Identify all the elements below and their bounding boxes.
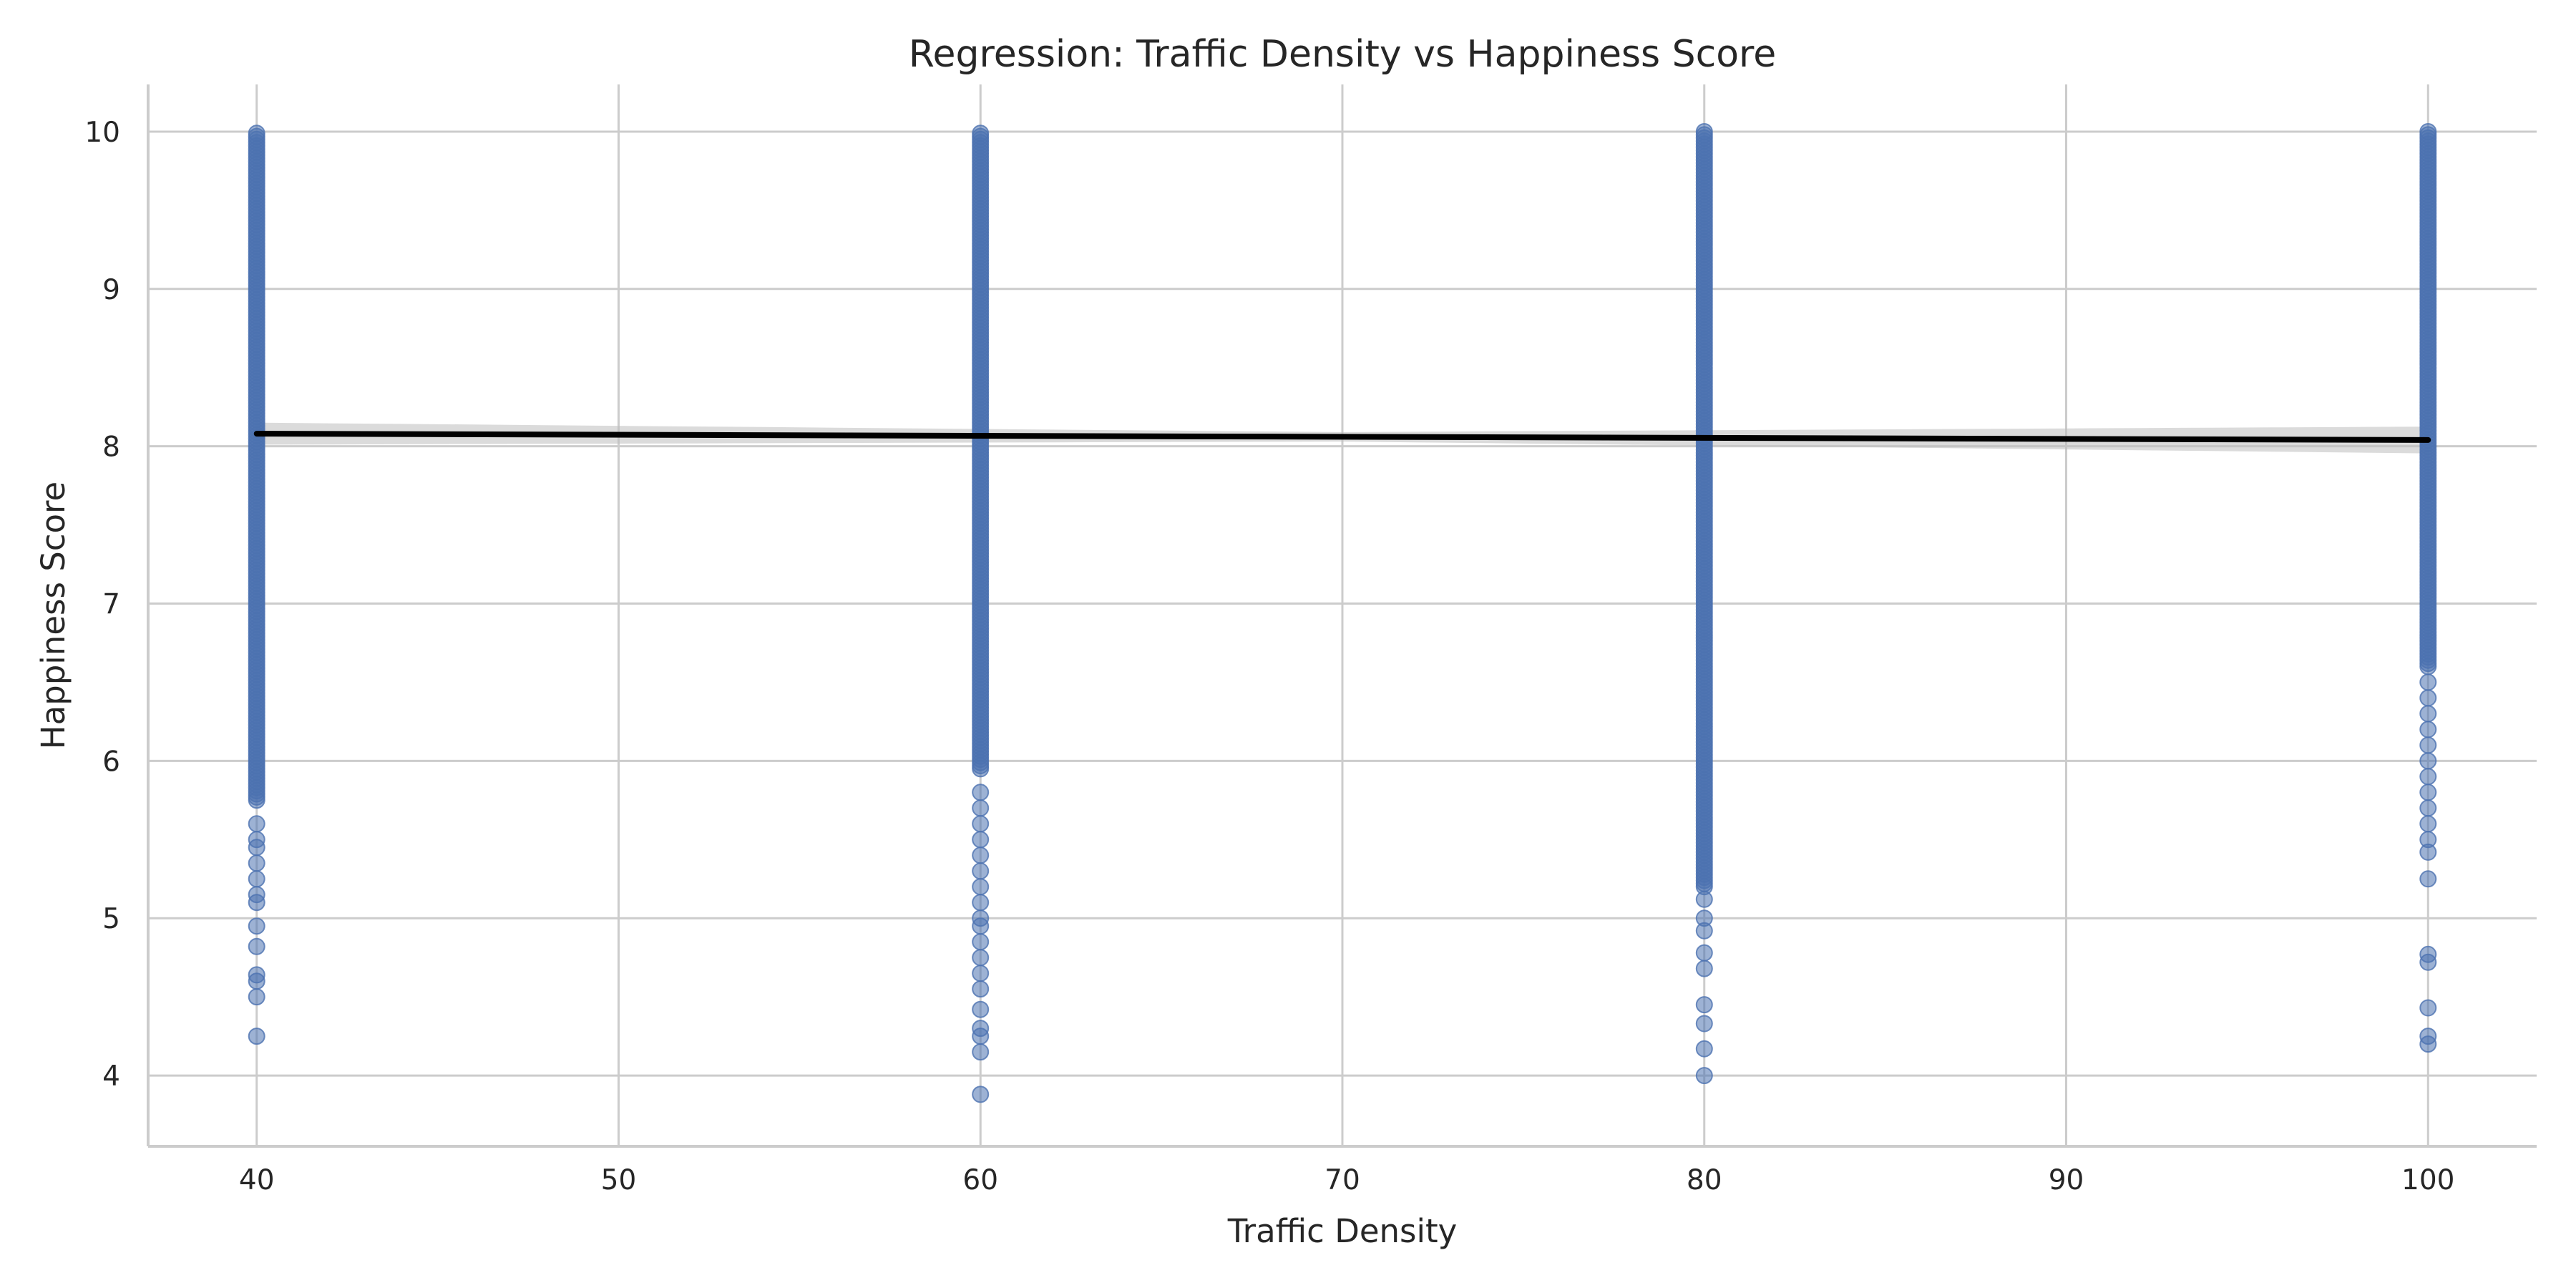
y-tick-label: 4 bbox=[102, 1060, 120, 1093]
scatter-point bbox=[972, 917, 990, 935]
x-tick-label: 80 bbox=[1687, 1164, 1722, 1196]
scatter-point bbox=[2419, 768, 2437, 786]
scatter-point bbox=[248, 854, 265, 872]
y-tick-label: 5 bbox=[102, 903, 120, 935]
y-tick-label: 8 bbox=[102, 431, 120, 464]
regression-line bbox=[253, 431, 2431, 443]
y-tick-label: 9 bbox=[102, 274, 120, 306]
scatter-point bbox=[248, 972, 265, 990]
scatter-point bbox=[1695, 1015, 1713, 1033]
grid-lines bbox=[148, 84, 2537, 1146]
scatter-point bbox=[2419, 1035, 2437, 1053]
axis-spines bbox=[147, 84, 2537, 1148]
scatter-point bbox=[972, 878, 990, 896]
scatter-point bbox=[972, 894, 990, 912]
x-tick-label: 50 bbox=[601, 1164, 637, 1196]
scatter-point bbox=[2419, 721, 2437, 738]
scatter-point bbox=[972, 799, 990, 817]
scatter-point bbox=[248, 937, 265, 955]
y-axis-label: Happiness Score bbox=[34, 482, 72, 749]
scatter-point bbox=[2419, 999, 2437, 1017]
scatter-point bbox=[1695, 1067, 1713, 1085]
scatter-point bbox=[248, 839, 265, 857]
scatter-point bbox=[1695, 944, 1713, 962]
scatter-point bbox=[972, 949, 990, 967]
y-tick-label: 10 bbox=[84, 117, 120, 149]
scatter-point bbox=[1695, 123, 1713, 140]
scatter-point bbox=[972, 1028, 990, 1045]
y-tick-label: 7 bbox=[102, 589, 120, 621]
scatter-point bbox=[972, 847, 990, 864]
scatter-point bbox=[2419, 953, 2437, 971]
scatter-point bbox=[972, 784, 990, 801]
x-tick-label: 60 bbox=[962, 1164, 998, 1196]
scatter-point bbox=[248, 870, 265, 888]
scatter-point bbox=[2419, 843, 2437, 861]
scatter-point bbox=[972, 815, 990, 833]
scatter-point bbox=[2419, 736, 2437, 754]
regression-line-layer bbox=[253, 431, 2431, 443]
scatter-point bbox=[972, 862, 990, 880]
scatter-point bbox=[248, 1028, 265, 1045]
scatter-point bbox=[248, 815, 265, 833]
x-tick-labels: 40 50 60 70 80 90 100 bbox=[239, 1164, 2455, 1196]
scatter-point bbox=[248, 125, 265, 142]
scatter-points bbox=[248, 123, 2437, 1103]
scatter-point bbox=[2419, 799, 2437, 817]
x-axis-label: Traffic Density bbox=[1227, 1212, 1458, 1250]
scatter-point bbox=[2419, 673, 2437, 691]
y-tick-labels: 4 5 6 7 8 9 10 bbox=[84, 117, 120, 1093]
scatter-point bbox=[1695, 996, 1713, 1014]
scatter-point bbox=[972, 831, 990, 849]
x-tick-label: 100 bbox=[2401, 1164, 2454, 1196]
scatter-point bbox=[2419, 123, 2437, 140]
scatter-point bbox=[2419, 784, 2437, 801]
chart-title: Regression: Traffic Density vs Happiness… bbox=[909, 33, 1777, 76]
scatter-point bbox=[1695, 890, 1713, 908]
scatter-point bbox=[248, 988, 265, 1006]
scatter-point bbox=[1695, 1040, 1713, 1058]
x-tick-label: 40 bbox=[239, 1164, 275, 1196]
scatter-point bbox=[1695, 960, 1713, 977]
scatter-point bbox=[248, 917, 265, 935]
scatter-point bbox=[972, 1000, 990, 1018]
scatter-point bbox=[2419, 689, 2437, 707]
scatter-point bbox=[972, 965, 990, 982]
scatter-point bbox=[972, 1043, 990, 1061]
scatter-point bbox=[972, 980, 990, 998]
scatter-point bbox=[2419, 870, 2437, 888]
scatter-point bbox=[972, 933, 990, 951]
x-tick-label: 70 bbox=[1324, 1164, 1360, 1196]
x-tick-label: 90 bbox=[2049, 1164, 2084, 1196]
y-tick-label: 6 bbox=[102, 746, 120, 778]
scatter-point bbox=[1695, 922, 1713, 940]
scatter-point bbox=[2419, 752, 2437, 770]
scatter-point bbox=[2419, 705, 2437, 723]
scatter-point bbox=[2419, 815, 2437, 833]
scatter-point bbox=[972, 125, 990, 142]
scatter-point bbox=[248, 894, 265, 912]
scatter-point bbox=[972, 1085, 990, 1103]
